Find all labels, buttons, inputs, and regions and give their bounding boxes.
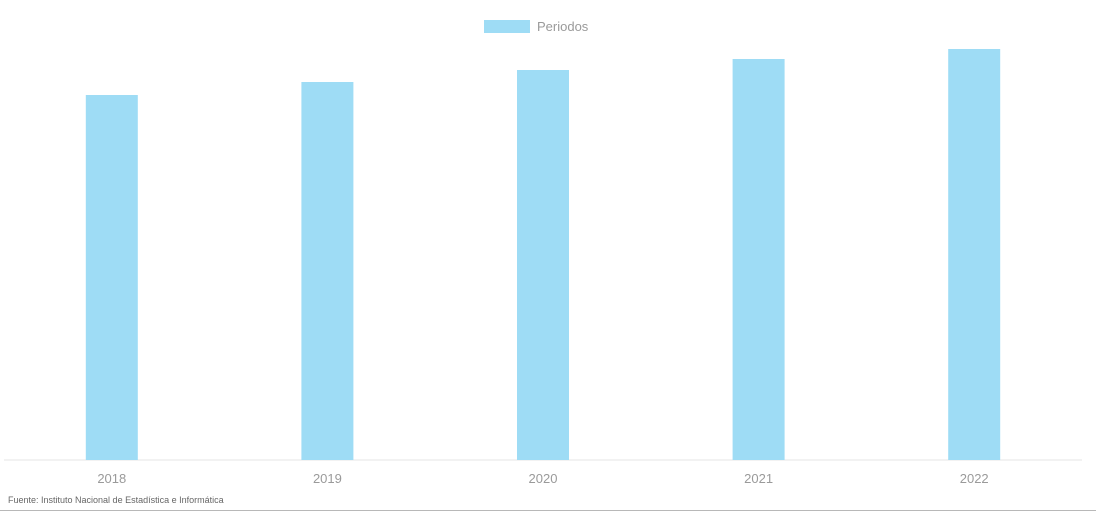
- bar-2020: [517, 70, 569, 460]
- legend[interactable]: Periodos: [484, 19, 589, 34]
- bar-2021: [732, 59, 785, 460]
- x-tick-label-2019: 2019: [313, 471, 342, 486]
- bar-2019: [301, 82, 354, 460]
- source-note: Fuente: Instituto Nacional de Estadístic…: [8, 495, 224, 505]
- x-tick-label-2018: 2018: [97, 471, 126, 486]
- x-tick-label-2022: 2022: [960, 471, 989, 486]
- page-divider: [0, 510, 1096, 511]
- x-tick-label-2021: 2021: [744, 471, 773, 486]
- legend-swatch: [484, 20, 530, 33]
- x-tick-label-2020: 2020: [529, 471, 558, 486]
- legend-label: Periodos: [537, 19, 589, 34]
- bar-2018: [85, 95, 138, 460]
- bar-2022: [948, 49, 1001, 460]
